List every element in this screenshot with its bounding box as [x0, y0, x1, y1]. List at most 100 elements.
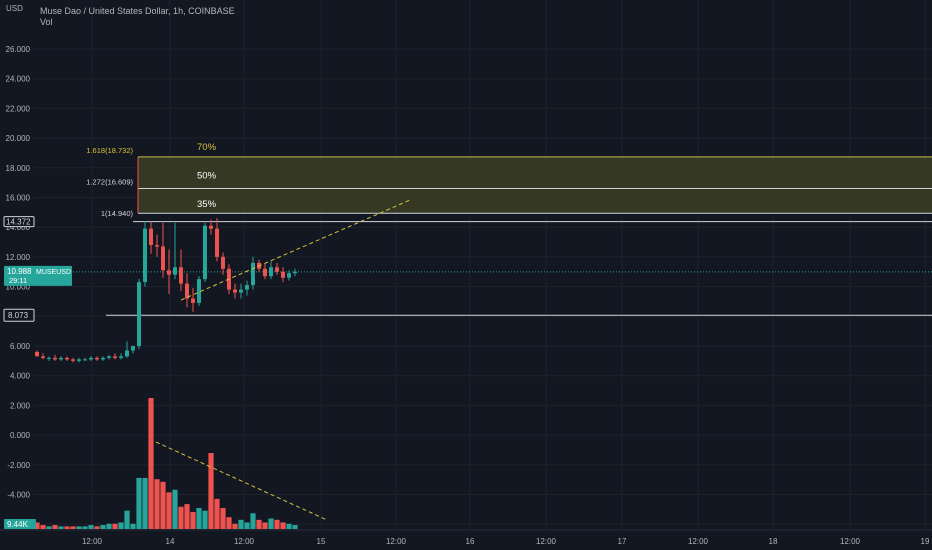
volume-bar	[94, 526, 100, 529]
volume-bar	[160, 481, 166, 529]
volume-bar	[112, 523, 118, 529]
last-price-badge	[4, 265, 72, 286]
candle-body	[185, 283, 189, 299]
volume-bar	[34, 522, 40, 529]
fib-zone-50	[138, 156, 932, 189]
price-tick-label: 4.000	[10, 372, 31, 381]
volume-indicator-label[interactable]: Vol	[40, 17, 53, 27]
time-tick-label: 14	[166, 537, 175, 546]
price-tick-label: -4.000	[7, 491, 30, 500]
volume-bar	[148, 398, 154, 529]
symbol-badge-text: MUSEUSD	[36, 269, 71, 276]
candle-body	[239, 289, 243, 293]
volume-bar	[100, 525, 106, 529]
volume-bar	[232, 523, 238, 529]
time-tick-label: 19	[921, 537, 930, 546]
volume-bar	[166, 492, 172, 529]
candle-body	[245, 285, 249, 290]
price-tick-label: 24.000	[6, 75, 31, 84]
volume-bar	[244, 522, 250, 529]
time-axis[interactable]: 12:00 14 12:00 15 12:00 16 12:00 17 12:00 18 12:00…	[82, 537, 930, 546]
volume-bar	[52, 525, 58, 529]
chart-header: Muse Dao / United States Dollar, 1h, COI…	[40, 6, 235, 28]
fib-label-1: 1(14.940)	[101, 209, 134, 218]
volume-bar	[202, 510, 208, 529]
zone-label-50: 50%	[197, 170, 217, 181]
volume-bar	[286, 523, 292, 529]
price-badges: 14.372 10.988 MUSEUSD 29:11 8.073 9.44K	[3, 216, 72, 529]
volume-bar	[208, 453, 214, 529]
volume-badge-text: 9.44K	[7, 520, 29, 529]
candle-body	[179, 267, 183, 284]
volume-bar	[124, 510, 130, 529]
support-badge-text: 8.073	[8, 311, 29, 320]
candle-body	[221, 256, 225, 269]
volume-bar	[172, 489, 178, 529]
volume-bar	[190, 511, 196, 529]
price-tick-label: 2.000	[10, 401, 31, 410]
candle-body	[197, 279, 201, 303]
price-tick-label: 18.000	[6, 164, 31, 173]
volume-bar	[214, 498, 220, 529]
candle-body	[251, 262, 255, 286]
candle-body	[47, 357, 51, 359]
volume-bar	[238, 519, 244, 529]
candle-body	[53, 357, 57, 360]
candle-body	[107, 356, 111, 358]
candle-body	[101, 357, 105, 360]
currency-label: USD	[6, 4, 23, 13]
candle-body	[59, 357, 63, 360]
candle-body	[125, 350, 129, 357]
candle-body	[161, 246, 165, 271]
candlesticks	[35, 218, 297, 363]
candle-body	[233, 289, 237, 293]
volume-bar	[274, 519, 280, 529]
candle-body	[95, 357, 99, 360]
time-tick-label: 12:00	[386, 537, 407, 546]
candle-body	[173, 267, 177, 275]
candle-body	[119, 356, 123, 358]
candle-body	[167, 270, 171, 275]
last-price-text: 10.988	[7, 267, 32, 276]
volume-bar	[262, 522, 268, 529]
candle-body	[215, 228, 219, 257]
volume-bar	[106, 523, 112, 529]
volume-bars	[34, 398, 298, 529]
zone-label-70: 70%	[197, 142, 217, 153]
candle-body	[89, 357, 93, 360]
candle-body	[275, 267, 279, 272]
high-badge-text: 14.372	[6, 218, 31, 227]
volume-bar	[40, 525, 46, 529]
candle-body	[65, 357, 69, 360]
volume-badge	[4, 519, 36, 529]
trendlines	[155, 199, 411, 521]
candle-body	[41, 356, 45, 358]
fib-label-1618: 1.618(18.732)	[86, 146, 133, 155]
time-tick-label: 16	[466, 537, 475, 546]
time-tick-label: 15	[317, 537, 326, 546]
price-axis[interactable]: 26.000 24.000 22.000 20.000 18.000 16.000 14.0…	[6, 45, 31, 550]
price-tick-label: 6.000	[10, 342, 31, 351]
zone-label-35: 35%	[197, 199, 217, 210]
candle-body	[155, 245, 159, 247]
volume-trendline	[155, 441, 328, 521]
candle-body	[287, 273, 291, 278]
candle-body	[203, 225, 207, 280]
volume-bar	[118, 522, 124, 529]
price-tick-label: 20.000	[6, 134, 31, 143]
time-tick-label: 12:00	[234, 537, 255, 546]
price-tick-label: 22.000	[6, 104, 31, 113]
support-badge	[3, 308, 35, 322]
candle-body	[71, 359, 75, 361]
symbol-title[interactable]: Muse Dao / United States Dollar, 1h, COI…	[40, 6, 235, 16]
volume-bar	[292, 525, 298, 529]
volume-bar	[280, 522, 286, 529]
candle-body	[35, 351, 39, 357]
volume-bar	[58, 526, 64, 529]
time-tick-label: 12:00	[840, 537, 861, 546]
fib-zone-35	[138, 188, 932, 214]
candle-body	[83, 359, 87, 361]
candle-body	[293, 271, 297, 274]
